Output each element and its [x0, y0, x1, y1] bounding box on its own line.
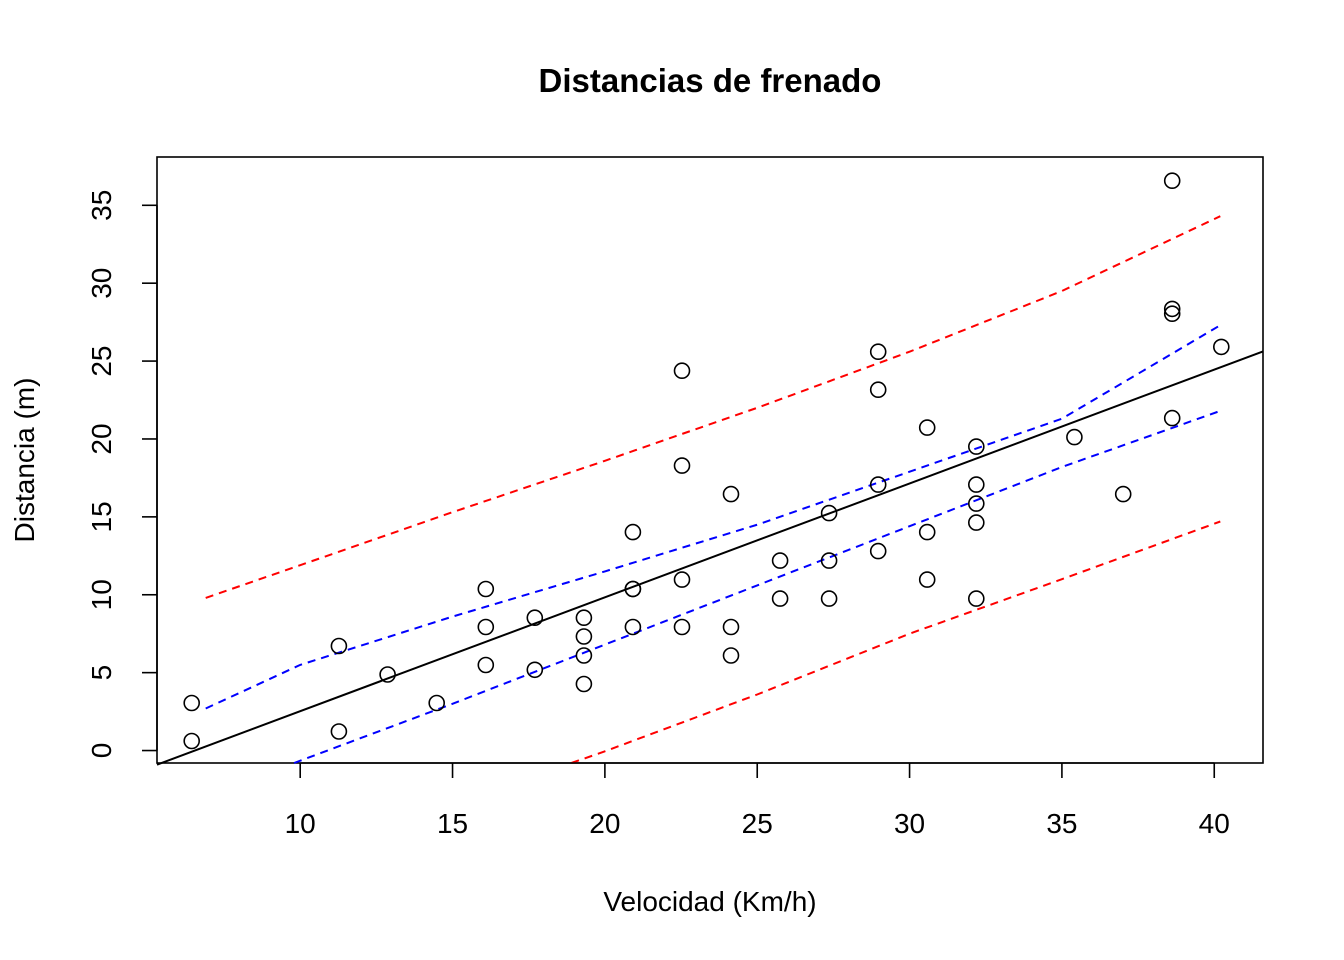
y-tick-label: 20 [86, 423, 117, 454]
x-axis-title: Velocidad (Km/h) [603, 886, 816, 917]
data-point [1066, 428, 1083, 446]
data-point [967, 514, 985, 531]
y-tick-label: 10 [86, 579, 117, 610]
data-point [673, 618, 691, 636]
data-point [869, 476, 887, 493]
data-point [820, 504, 838, 522]
data-point [624, 580, 642, 598]
data-point [722, 485, 740, 503]
confidence-band-upper-line [205, 324, 1221, 710]
data-point [526, 661, 544, 679]
data-point [477, 656, 495, 674]
x-tick-label: 35 [1046, 808, 1077, 839]
data-point [1163, 409, 1181, 427]
data-point [967, 590, 985, 607]
data-point [673, 362, 691, 380]
data-point [771, 590, 789, 607]
data-point [869, 381, 887, 399]
data-point [771, 552, 789, 569]
data-point [918, 571, 936, 588]
data-point [575, 628, 593, 645]
data-point [1163, 305, 1181, 323]
data-point [624, 618, 642, 636]
prediction-band-upper-line [205, 215, 1221, 599]
plot-frame [156, 156, 1264, 764]
data-point [575, 647, 593, 664]
x-tick-label: 25 [742, 808, 773, 839]
data-point [575, 675, 593, 693]
data-point [869, 542, 887, 560]
data-point [820, 590, 838, 607]
data-point [673, 457, 691, 474]
data-point [477, 580, 495, 598]
data-point [1163, 300, 1181, 318]
x-tick-label: 40 [1199, 808, 1230, 839]
y-tick-label: 25 [86, 346, 117, 377]
data-point [379, 666, 396, 683]
data-points [183, 172, 1230, 750]
data-point [477, 618, 495, 636]
data-point [722, 618, 740, 636]
data-point [526, 609, 544, 627]
data-point [183, 732, 200, 750]
data-point [967, 476, 985, 493]
data-point [330, 723, 348, 740]
data-point [1114, 485, 1132, 503]
data-point [624, 523, 642, 541]
data-point [1163, 172, 1181, 189]
x-axis: 10 15 20 25 30 35 40 [285, 762, 1230, 839]
fitted-line-line [156, 350, 1264, 766]
data-point [1213, 338, 1230, 356]
prediction-band-lower-line [571, 520, 1221, 764]
data-point [820, 552, 838, 569]
data-point [967, 438, 985, 455]
y-axis-title: Distancia (m) [9, 378, 40, 543]
data-point [918, 419, 936, 436]
y-tick-label: 35 [86, 190, 117, 221]
x-tick-label: 30 [894, 808, 925, 839]
x-tick-label: 20 [589, 808, 620, 839]
x-tick-label: 10 [285, 808, 316, 839]
data-point [183, 694, 200, 712]
chart-title: Distancias de frenado [539, 62, 882, 99]
data-point [673, 571, 691, 588]
data-point [722, 647, 740, 664]
data-point [869, 343, 887, 361]
y-axis: 0 5 10 15 20 25 30 35 [86, 190, 158, 759]
confidence-band-lower-line [293, 409, 1221, 764]
data-point [330, 637, 348, 655]
data-point [428, 694, 446, 712]
regression-bands [156, 215, 1264, 766]
y-tick-label: 5 [86, 665, 117, 681]
y-tick-label: 0 [86, 743, 117, 759]
y-tick-label: 15 [86, 501, 117, 532]
data-point [967, 495, 985, 512]
data-point [575, 609, 593, 627]
data-point [918, 523, 936, 541]
x-tick-label: 15 [437, 808, 468, 839]
y-tick-label: 30 [86, 268, 117, 299]
